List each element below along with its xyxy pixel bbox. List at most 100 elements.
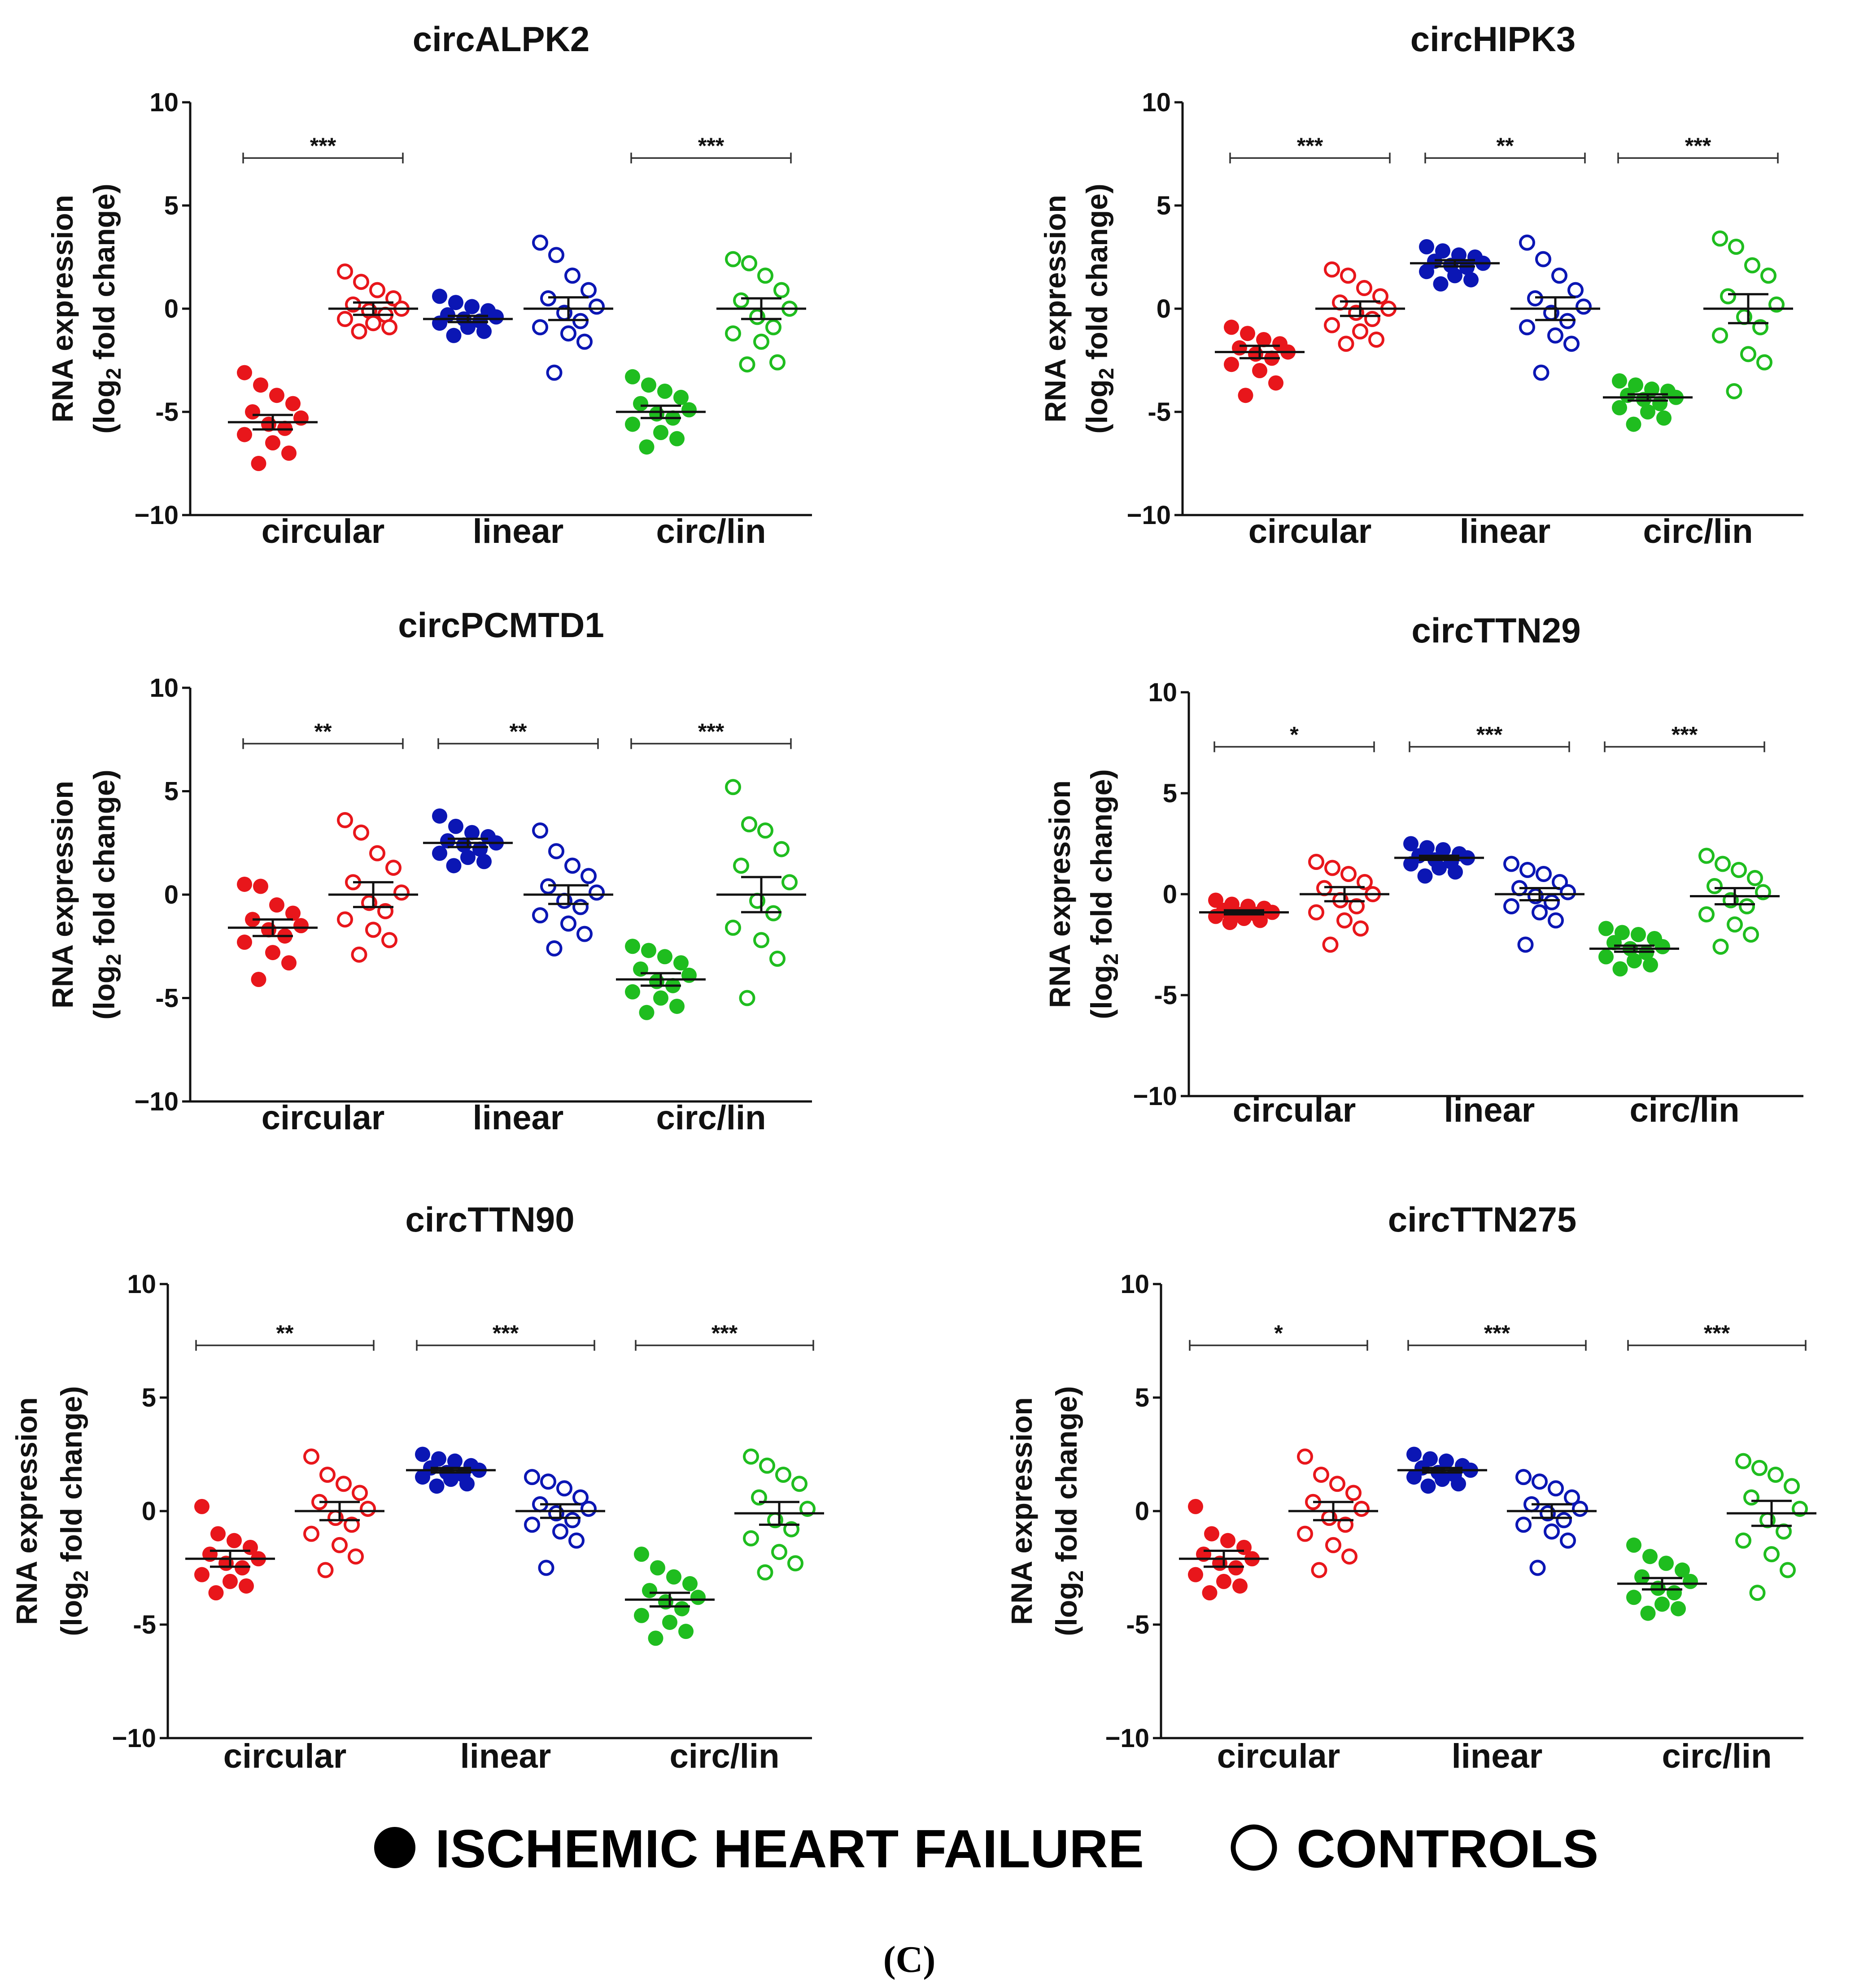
- y-axis-label-line1: RNA expression: [1043, 780, 1076, 1008]
- y-axis-label-line1: RNA expression: [1005, 1397, 1038, 1625]
- data-point: [1572, 1500, 1588, 1517]
- group-label-circ/lin: circ/lin: [656, 1099, 766, 1137]
- data-point: [1515, 1516, 1532, 1533]
- y-axis-label-suffix: fold change): [1085, 769, 1118, 953]
- series-circular-control: [328, 812, 418, 963]
- data-point: [381, 932, 397, 948]
- data-point: [447, 1453, 463, 1469]
- data-point: [633, 961, 648, 977]
- data-point: [625, 984, 640, 1000]
- data-point: [336, 1476, 352, 1492]
- chart-panel-circALPK2: circALPK2 10 5 0 −10 -5 RNA expression (log2 fo…: [46, 19, 812, 551]
- data-point: [673, 389, 689, 405]
- data-point: [1626, 416, 1641, 432]
- y-tick-label: -5: [1126, 1610, 1149, 1639]
- y-tick-label: 10: [127, 1270, 156, 1299]
- data-point: [365, 922, 381, 938]
- data-point: [1627, 953, 1642, 969]
- data-point: [1435, 1472, 1450, 1487]
- data-point: [1447, 268, 1462, 284]
- data-point: [1517, 936, 1534, 953]
- data-point: [1208, 909, 1223, 924]
- data-point: [351, 946, 367, 963]
- y-axis-label-suffix: fold change): [55, 1386, 88, 1570]
- significance-label: ***: [1476, 722, 1503, 747]
- data-point: [1297, 1448, 1313, 1465]
- legend-ischemic-marker: [374, 1827, 415, 1868]
- data-point: [1792, 1500, 1808, 1517]
- data-point: [765, 319, 781, 336]
- data-point: [1338, 336, 1354, 352]
- data-point: [489, 309, 504, 325]
- data-point: [653, 425, 668, 440]
- data-point: [281, 446, 297, 461]
- data-point: [1220, 1533, 1235, 1548]
- data-point: [1726, 383, 1742, 399]
- data-point: [472, 841, 488, 857]
- chart-panel-circTTN29: circTTN29 10 5 0 −10 -5 RNA expression (log2 fo…: [1043, 611, 1803, 1129]
- data-point: [666, 1569, 681, 1585]
- data-point: [1576, 298, 1592, 315]
- data-point: [1252, 363, 1267, 378]
- chart-title: circTTN29: [1411, 611, 1580, 650]
- data-point: [799, 1500, 816, 1517]
- data-point: [1698, 848, 1715, 864]
- chart-title: circPCMTD1: [398, 605, 604, 645]
- data-point: [576, 333, 593, 350]
- data-point: [464, 825, 480, 840]
- chart-panel-circTTN275: circTTN275 10 5 0 −10 -5 RNA expression (log2 f…: [1005, 1200, 1816, 1775]
- data-point: [369, 282, 385, 298]
- data-point: [1727, 916, 1743, 933]
- data-point: [1256, 332, 1271, 347]
- data-point: [1268, 375, 1283, 391]
- y-axis-label-line1: RNA expression: [46, 195, 79, 422]
- data-point: [237, 935, 252, 950]
- data-point: [1544, 1523, 1560, 1540]
- data-point: [625, 939, 640, 954]
- data-point: [649, 406, 664, 422]
- data-point: [753, 932, 769, 948]
- data-point: [773, 282, 790, 298]
- data-point: [1188, 1499, 1203, 1514]
- data-point: [757, 822, 773, 839]
- significance-label: **: [276, 1321, 294, 1346]
- y-axis-label-suffix: fold change): [87, 769, 121, 954]
- y-tick-label: −10: [135, 501, 179, 530]
- data-point: [385, 860, 402, 876]
- data-point: [293, 918, 309, 934]
- data-point: [1349, 898, 1365, 914]
- y-tick-label: 5: [1157, 191, 1171, 220]
- data-point: [429, 1478, 445, 1494]
- y-tick-label: 5: [1135, 1383, 1149, 1412]
- data-point: [1728, 239, 1744, 255]
- data-point: [443, 1472, 458, 1487]
- legend-ischemic-label: ISCHEMIC HEART FAILURE: [435, 1819, 1144, 1879]
- significance-label: ***: [698, 133, 725, 158]
- data-point: [673, 955, 689, 971]
- y-tick-label: 0: [1135, 1497, 1149, 1526]
- data-point: [1715, 856, 1731, 872]
- data-point: [448, 818, 463, 834]
- data-point: [757, 1564, 773, 1581]
- data-point: [1238, 388, 1253, 403]
- data-point: [532, 234, 548, 251]
- data-point: [1563, 336, 1580, 352]
- data-point: [725, 779, 741, 795]
- y-tick-label: −10: [1105, 1724, 1149, 1753]
- data-point: [1747, 870, 1763, 886]
- data-point: [1739, 898, 1755, 914]
- data-point: [568, 1532, 585, 1549]
- data-point: [1567, 282, 1584, 298]
- data-point: [589, 884, 605, 901]
- y-axis-label-prefix: (log: [1080, 380, 1113, 434]
- y-axis-label-prefix: (log: [87, 380, 121, 434]
- data-point: [360, 1500, 376, 1517]
- y-tick-label: 0: [164, 880, 179, 909]
- data-point: [1532, 904, 1548, 921]
- data-point: [1439, 1453, 1454, 1469]
- data-point: [564, 857, 581, 874]
- data-point: [1598, 949, 1614, 965]
- data-point: [1232, 340, 1247, 356]
- data-point: [253, 878, 268, 894]
